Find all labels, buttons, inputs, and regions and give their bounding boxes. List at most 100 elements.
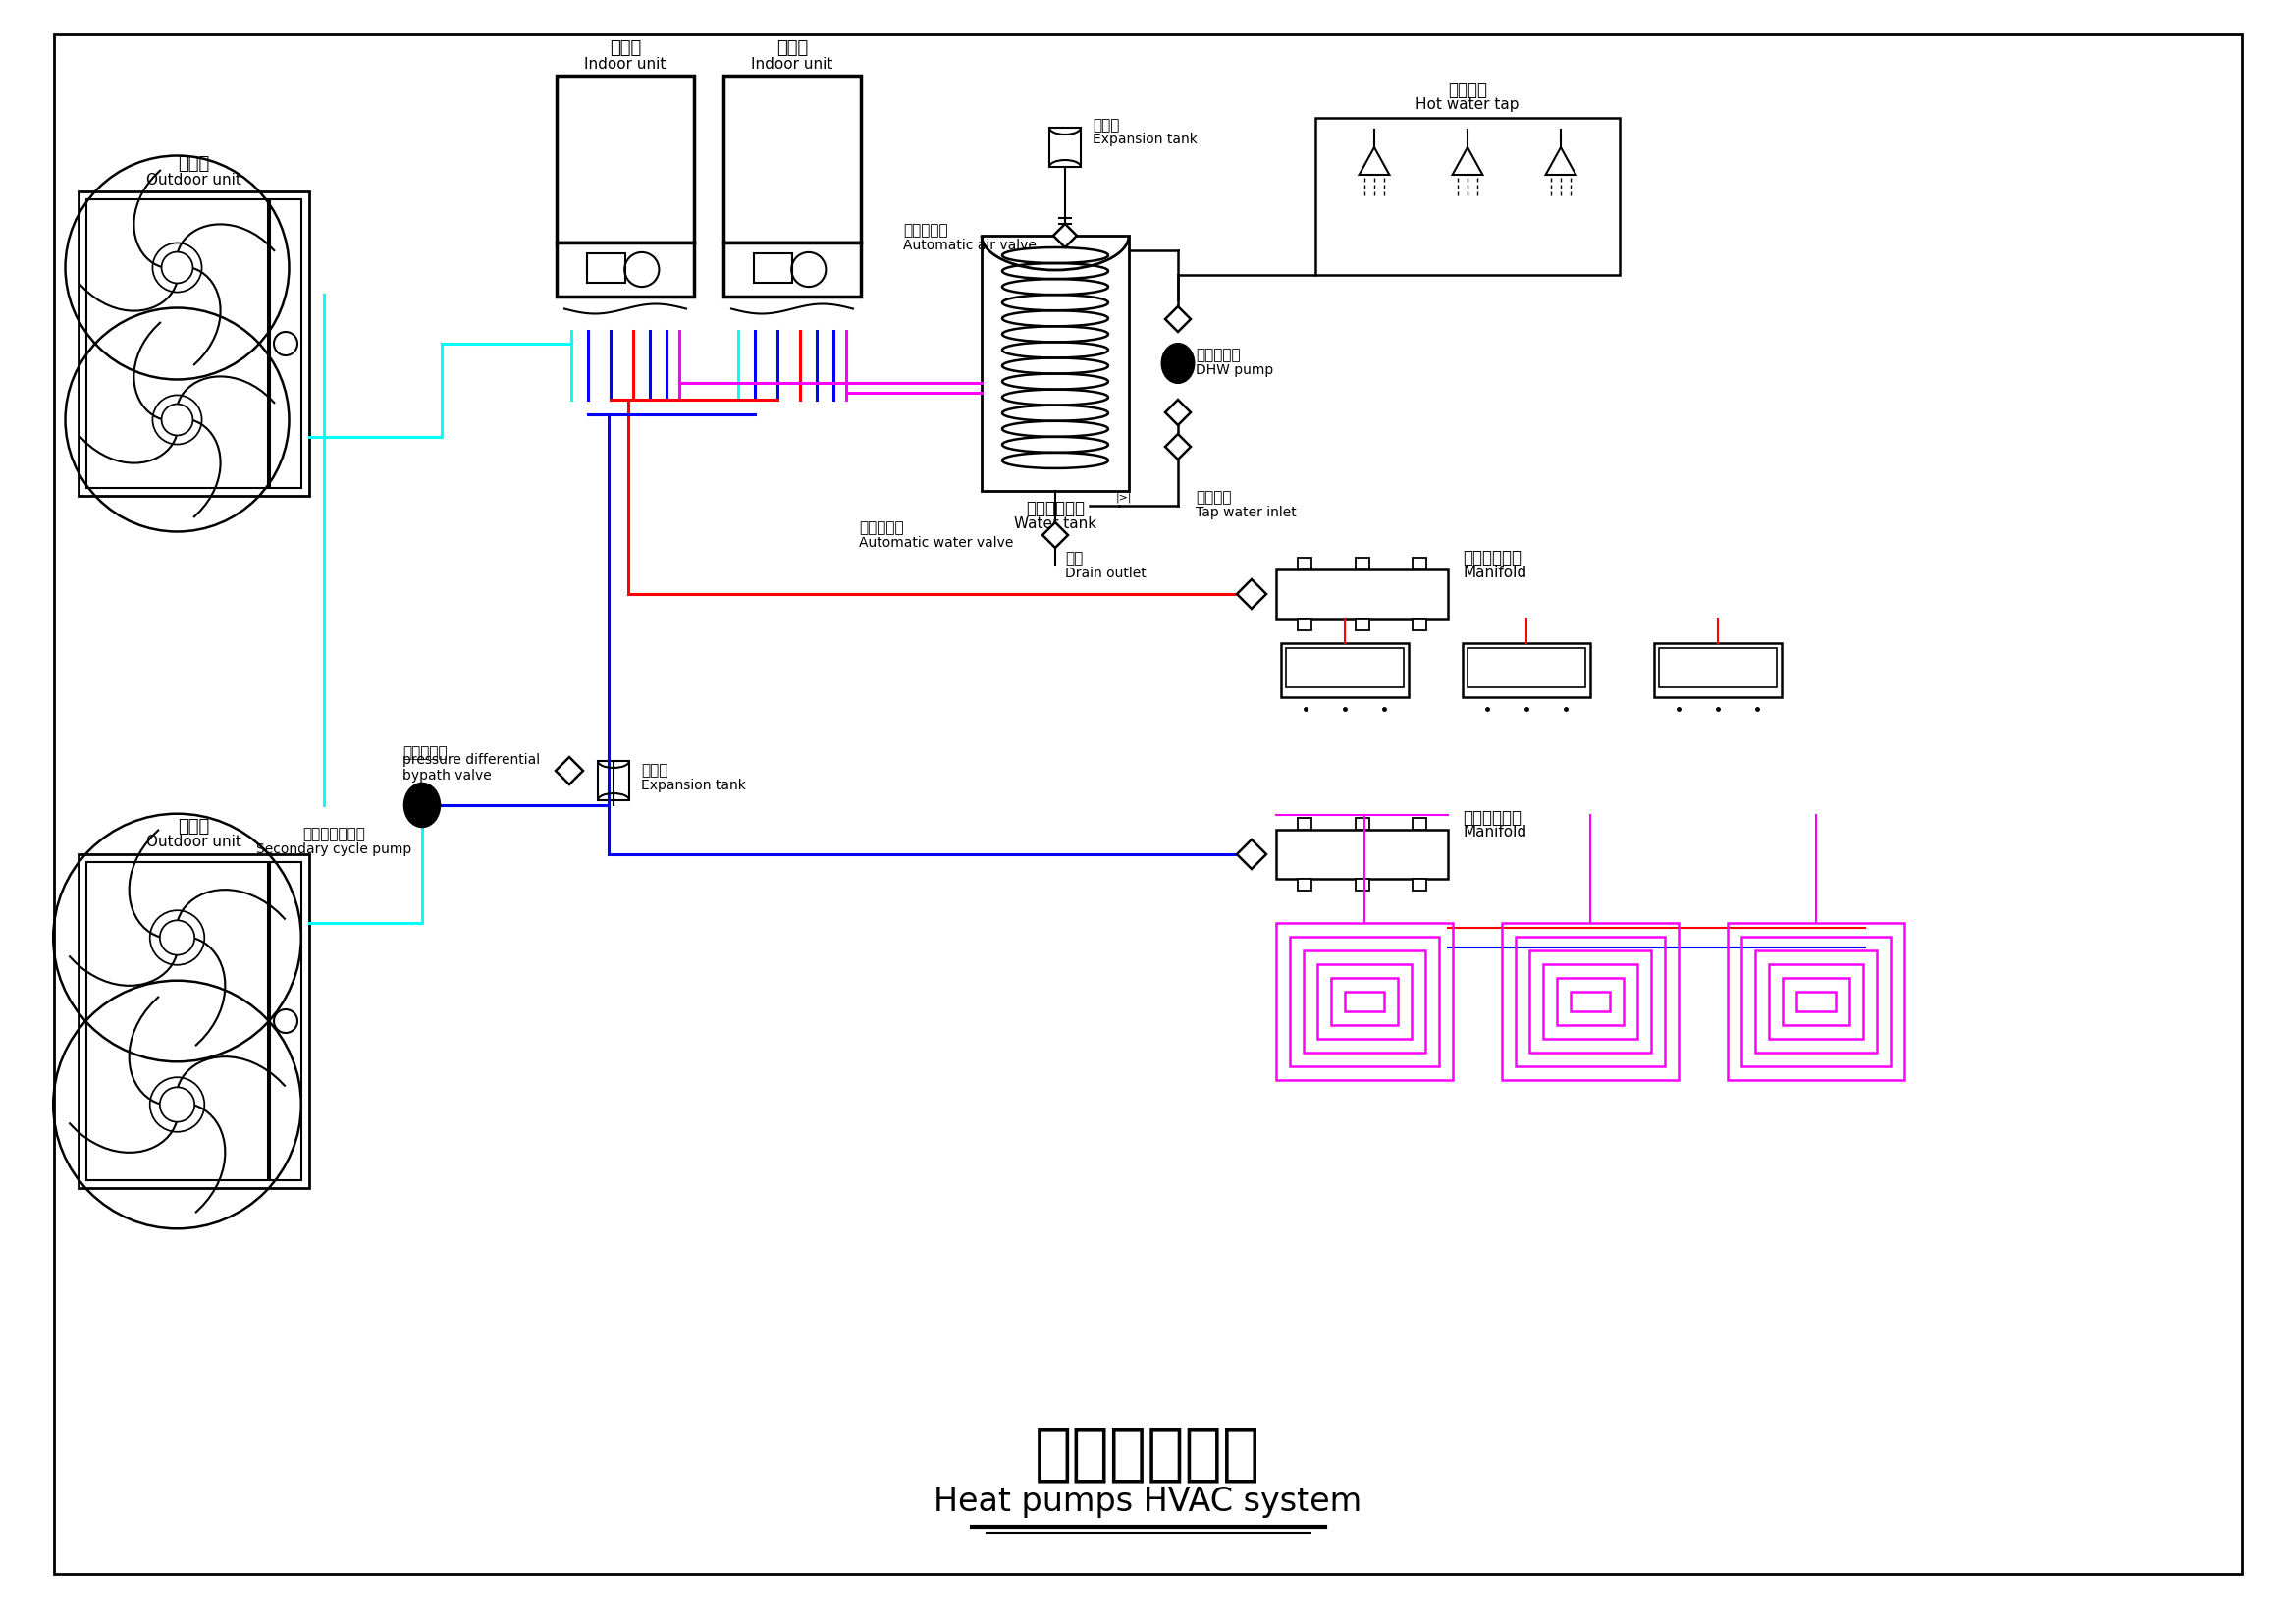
Bar <box>1570 992 1609 1011</box>
Text: 空调集分水器: 空调集分水器 <box>1463 549 1522 566</box>
Bar <box>1290 936 1440 1066</box>
Polygon shape <box>1238 839 1267 868</box>
Text: 空调系统二次泵: 空调系统二次泵 <box>303 828 365 842</box>
Bar <box>1412 818 1426 829</box>
Bar <box>1727 923 1903 1079</box>
Text: 源壹: 源壹 <box>932 500 1226 737</box>
Text: Indoor unit: Indoor unit <box>751 57 833 71</box>
Bar <box>753 253 792 282</box>
Bar <box>1304 951 1426 1053</box>
Text: 自动补水鄀: 自动补水鄀 <box>859 521 905 536</box>
Bar <box>556 242 693 297</box>
Bar <box>1795 992 1835 1011</box>
Polygon shape <box>1164 399 1192 425</box>
Text: Manifold: Manifold <box>1463 824 1527 841</box>
Text: Water tank: Water tank <box>1015 516 1097 531</box>
Bar <box>1297 878 1311 891</box>
Bar <box>1316 118 1619 274</box>
Polygon shape <box>1453 148 1483 175</box>
Text: 压差旁通鄀: 压差旁通鄀 <box>402 745 448 761</box>
Bar <box>556 76 693 242</box>
Bar <box>1768 964 1862 1039</box>
Bar <box>1467 648 1584 687</box>
Bar <box>597 761 629 800</box>
Bar <box>1557 979 1623 1026</box>
Text: 室外机: 室外机 <box>179 156 209 172</box>
Text: Secondary cycle pump: Secondary cycle pump <box>257 842 411 857</box>
Bar <box>1515 936 1665 1066</box>
Circle shape <box>161 252 193 284</box>
Text: Outdoor unit: Outdoor unit <box>147 836 241 850</box>
Polygon shape <box>1359 148 1389 175</box>
Bar <box>1318 964 1412 1039</box>
Bar <box>1412 618 1426 630</box>
Bar <box>271 200 301 489</box>
Polygon shape <box>1164 433 1192 459</box>
Text: pressure differential
bypath valve: pressure differential bypath valve <box>402 753 540 782</box>
Bar <box>983 235 1130 490</box>
Text: 自来水进: 自来水进 <box>1196 490 1231 505</box>
Bar <box>87 862 269 1180</box>
Text: Drain outlet: Drain outlet <box>1065 566 1146 581</box>
Bar <box>1355 618 1368 630</box>
Circle shape <box>161 920 195 954</box>
Text: Automatic air valve: Automatic air valve <box>902 239 1035 252</box>
Polygon shape <box>1164 307 1192 331</box>
Bar <box>1281 643 1410 698</box>
Text: Indoor unit: Indoor unit <box>585 57 666 71</box>
Polygon shape <box>556 756 583 784</box>
Bar <box>78 192 310 497</box>
Text: Expansion tank: Expansion tank <box>641 779 746 792</box>
Text: Heat pumps HVAC system: Heat pumps HVAC system <box>934 1487 1362 1519</box>
Bar <box>1297 558 1311 570</box>
Text: 膨胀罐: 膨胀罐 <box>641 763 668 777</box>
Polygon shape <box>1042 523 1068 549</box>
Text: 排水: 排水 <box>1065 552 1084 566</box>
Bar <box>1412 878 1426 891</box>
Bar <box>723 242 861 297</box>
Text: 生活热水水筱: 生活热水水筱 <box>1026 500 1084 518</box>
Bar <box>1277 570 1449 618</box>
Circle shape <box>161 404 193 435</box>
Text: Tap water inlet: Tap water inlet <box>1196 506 1297 519</box>
Text: 自动换气阀: 自动换气阀 <box>902 224 948 239</box>
Bar <box>1355 818 1368 829</box>
Ellipse shape <box>404 784 441 826</box>
Polygon shape <box>1054 224 1077 247</box>
Bar <box>271 862 301 1180</box>
Bar <box>1412 558 1426 570</box>
Text: 地暖集分水器: 地暖集分水器 <box>1463 808 1522 826</box>
Bar <box>1355 558 1368 570</box>
Text: Manifold: Manifold <box>1463 565 1527 579</box>
Bar <box>1297 818 1311 829</box>
Bar <box>588 253 625 282</box>
Bar <box>1297 618 1311 630</box>
Bar <box>1740 936 1890 1066</box>
Text: 室外机: 室外机 <box>179 818 209 836</box>
Bar <box>1660 648 1777 687</box>
Text: 膨胀罐: 膨胀罐 <box>1093 118 1120 133</box>
Bar <box>1502 923 1678 1079</box>
Polygon shape <box>1238 579 1267 609</box>
Bar <box>1345 992 1384 1011</box>
Text: Hot water tap: Hot water tap <box>1417 97 1520 112</box>
Bar <box>1543 964 1637 1039</box>
Text: |>|: |>| <box>1116 493 1132 503</box>
Bar <box>1463 643 1591 698</box>
Text: 双热泵系统图: 双热泵系统图 <box>1035 1423 1261 1483</box>
Text: Expansion tank: Expansion tank <box>1093 133 1199 146</box>
Bar <box>1277 923 1453 1079</box>
Bar <box>1355 878 1368 891</box>
Bar <box>1782 979 1848 1026</box>
Text: 室内机: 室内机 <box>608 39 641 57</box>
Bar <box>1286 648 1403 687</box>
Bar <box>1049 128 1081 167</box>
Bar <box>723 76 861 242</box>
Circle shape <box>161 1087 195 1121</box>
Bar <box>1277 829 1449 878</box>
Bar <box>1754 951 1876 1053</box>
Text: 热水龙头: 热水龙头 <box>1449 81 1488 99</box>
Text: 室内机: 室内机 <box>776 39 808 57</box>
Bar <box>78 854 310 1188</box>
Bar <box>1653 643 1782 698</box>
